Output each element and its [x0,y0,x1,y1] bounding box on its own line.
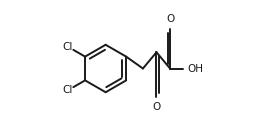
Text: O: O [152,102,161,112]
Text: Cl: Cl [63,85,73,95]
Text: O: O [166,14,174,24]
Text: OH: OH [188,64,204,73]
Text: Cl: Cl [63,42,73,52]
